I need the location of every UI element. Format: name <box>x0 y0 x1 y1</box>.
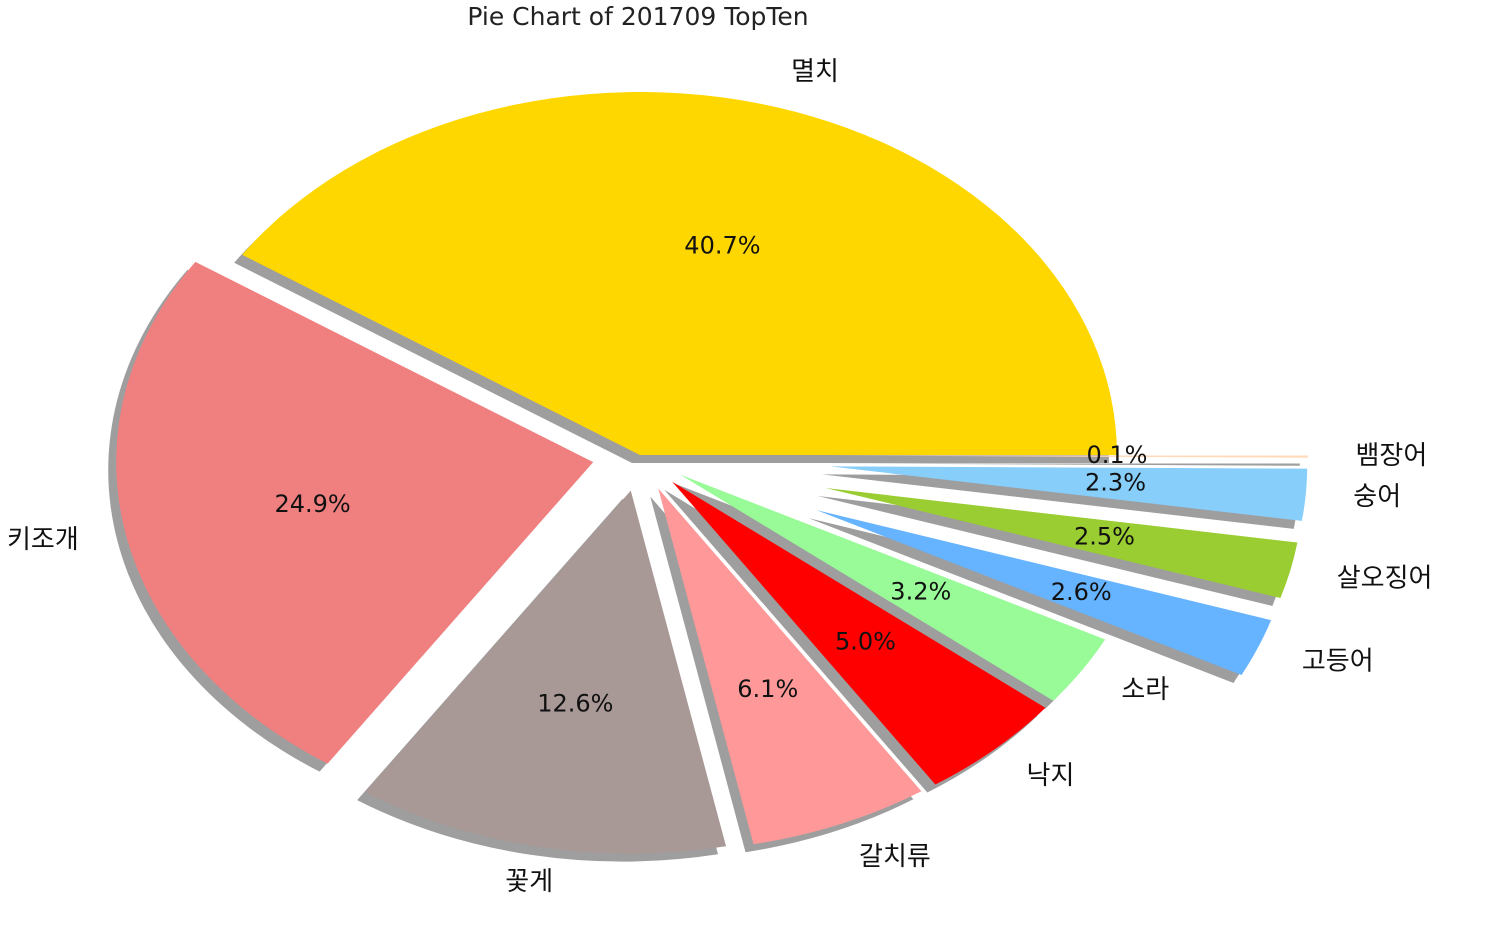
slice-9-label: 뱀장어 <box>1355 441 1427 471</box>
slice-4-label: 낙지 <box>1027 761 1075 791</box>
slice-7-wedge <box>825 488 1298 599</box>
slice-6-label: 고등어 <box>1302 646 1374 676</box>
slice-6-wedge <box>816 510 1272 675</box>
slice-0-wedge <box>242 92 1117 455</box>
slice-2-pct-label: 12.6% <box>537 689 613 717</box>
slice-7-label: 살오징어 <box>1337 563 1433 593</box>
slice-7-pct-label: 2.5% <box>1074 523 1135 551</box>
slice-3-label: 갈치류 <box>859 842 931 872</box>
slice-2-wedge <box>365 490 727 854</box>
slice-layer <box>116 92 1308 854</box>
label-layer: 멸치 40.7% 키조개 24.9% 꽃게 12.6% 갈치류 6.1% 낙지 5.0% 소라 3.2… <box>7 57 1432 897</box>
slice-4-pct-label: 5.0% <box>835 627 896 655</box>
slice-3-wedge <box>658 488 922 845</box>
chart-title: Pie Chart of 201709 TopTen <box>467 2 809 31</box>
slice-5-pct-label: 3.2% <box>890 577 951 605</box>
slice-9-shadow <box>822 463 1300 466</box>
slice-5-wedge <box>680 474 1106 701</box>
slice-1-pct-label: 24.9% <box>274 490 350 518</box>
slice-5-label: 소라 <box>1121 675 1169 705</box>
slice-8-label: 숭어 <box>1353 482 1401 512</box>
slice-3-pct-label: 6.1% <box>737 675 798 703</box>
slice-6-shadow <box>808 518 1264 683</box>
slice-2-label: 꽃게 <box>505 867 553 897</box>
slice-8-pct-label: 2.3% <box>1085 468 1146 496</box>
slice-6-pct-label: 2.6% <box>1051 578 1112 606</box>
slice-9-wedge <box>830 455 1308 458</box>
slice-4-wedge <box>672 481 1046 785</box>
slice-1-label: 키조개 <box>7 525 79 555</box>
slice-9-pct-label: 0.1% <box>1087 441 1148 469</box>
slice-7-shadow <box>817 496 1290 607</box>
slice-0-pct-label: 40.7% <box>684 231 760 259</box>
slice-1-wedge <box>116 261 594 764</box>
slice-8-wedge <box>830 466 1308 521</box>
slice-0-label: 멸치 <box>791 57 839 87</box>
